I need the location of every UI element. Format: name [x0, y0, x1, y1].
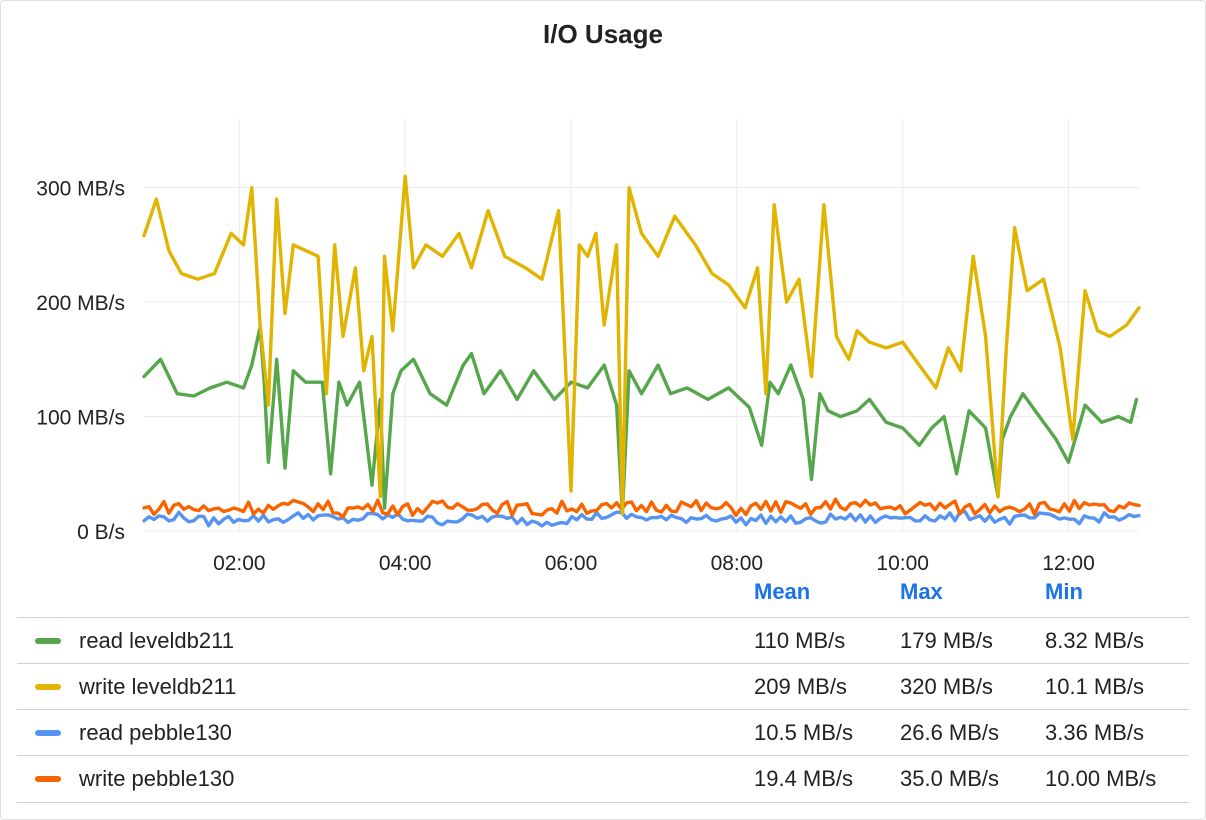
legend-series-name[interactable]: read leveldb211 [79, 628, 234, 653]
legend-row-write-leveldb211[interactable]: write leveldb211 209 MB/s 320 MB/s 10.1 … [17, 663, 1189, 710]
series-line-write-leveldb211 [142, 174, 1141, 516]
y-tick-label: 0 B/s [77, 521, 125, 544]
legend-mean-value: 110 MB/s [754, 628, 846, 653]
legend-min-value: 8.32 MB/s [1045, 628, 1145, 653]
x-tick-label: 06:00 [545, 552, 598, 575]
y-tick-label: 200 MB/s [36, 292, 125, 315]
y-tick-label: 100 MB/s [36, 407, 125, 430]
legend-row-write-pebble130[interactable]: write pebble130 19.4 MB/s 35.0 MB/s 10.0… [17, 755, 1189, 803]
panel-title: I/O Usage [543, 19, 663, 49]
legend-header-min[interactable]: Min [1045, 579, 1083, 604]
legend-max-value: 179 MB/s [900, 628, 993, 653]
io-usage-chart: 02:00 04:00 06:00 08:00 10:00 12:00 0 B/s 100 M… [36, 119, 1141, 575]
legend-row-read-leveldb211[interactable]: read leveldb211 110 MB/s 179 MB/s 8.32 M… [17, 617, 1189, 664]
x-tick-label: 12:00 [1042, 552, 1095, 575]
x-tick-label: 10:00 [876, 552, 929, 575]
legend-row-read-pebble130[interactable]: read pebble130 10.5 MB/s 26.6 MB/s 3.36 … [17, 709, 1189, 756]
legend-mean-value: 10.5 MB/s [754, 720, 854, 745]
y-tick-label: 300 MB/s [36, 178, 125, 201]
legend-mean-value: 209 MB/s [754, 674, 847, 699]
x-tick-label: 04:00 [379, 552, 432, 575]
legend-min-value: 10.00 MB/s [1045, 766, 1157, 791]
legend-series-name[interactable]: write leveldb211 [79, 674, 237, 699]
x-tick-label: 08:00 [711, 552, 764, 575]
legend-swatch [35, 684, 61, 690]
legend-mean-value: 19.4 MB/s [754, 766, 854, 791]
legend-swatch [35, 638, 61, 644]
legend-header-max[interactable]: Max [900, 579, 943, 604]
legend-series-name[interactable]: write pebble130 [79, 766, 235, 791]
series-line-read-pebble130 [142, 509, 1141, 528]
series-line-write-pebble130 [142, 497, 1141, 519]
x-tick-label: 02:00 [213, 552, 266, 575]
legend-max-value: 26.6 MB/s [900, 720, 1000, 745]
legend-min-value: 3.36 MB/s [1045, 720, 1145, 745]
legend-header-mean[interactable]: Mean [754, 579, 811, 604]
legend-min-value: 10.1 MB/s [1045, 674, 1145, 699]
legend-max-value: 320 MB/s [900, 674, 993, 699]
legend-swatch [35, 730, 61, 736]
legend-series-name[interactable]: read pebble130 [79, 720, 232, 745]
legend-max-value: 35.0 MB/s [900, 766, 1000, 791]
legend-swatch [35, 776, 61, 782]
